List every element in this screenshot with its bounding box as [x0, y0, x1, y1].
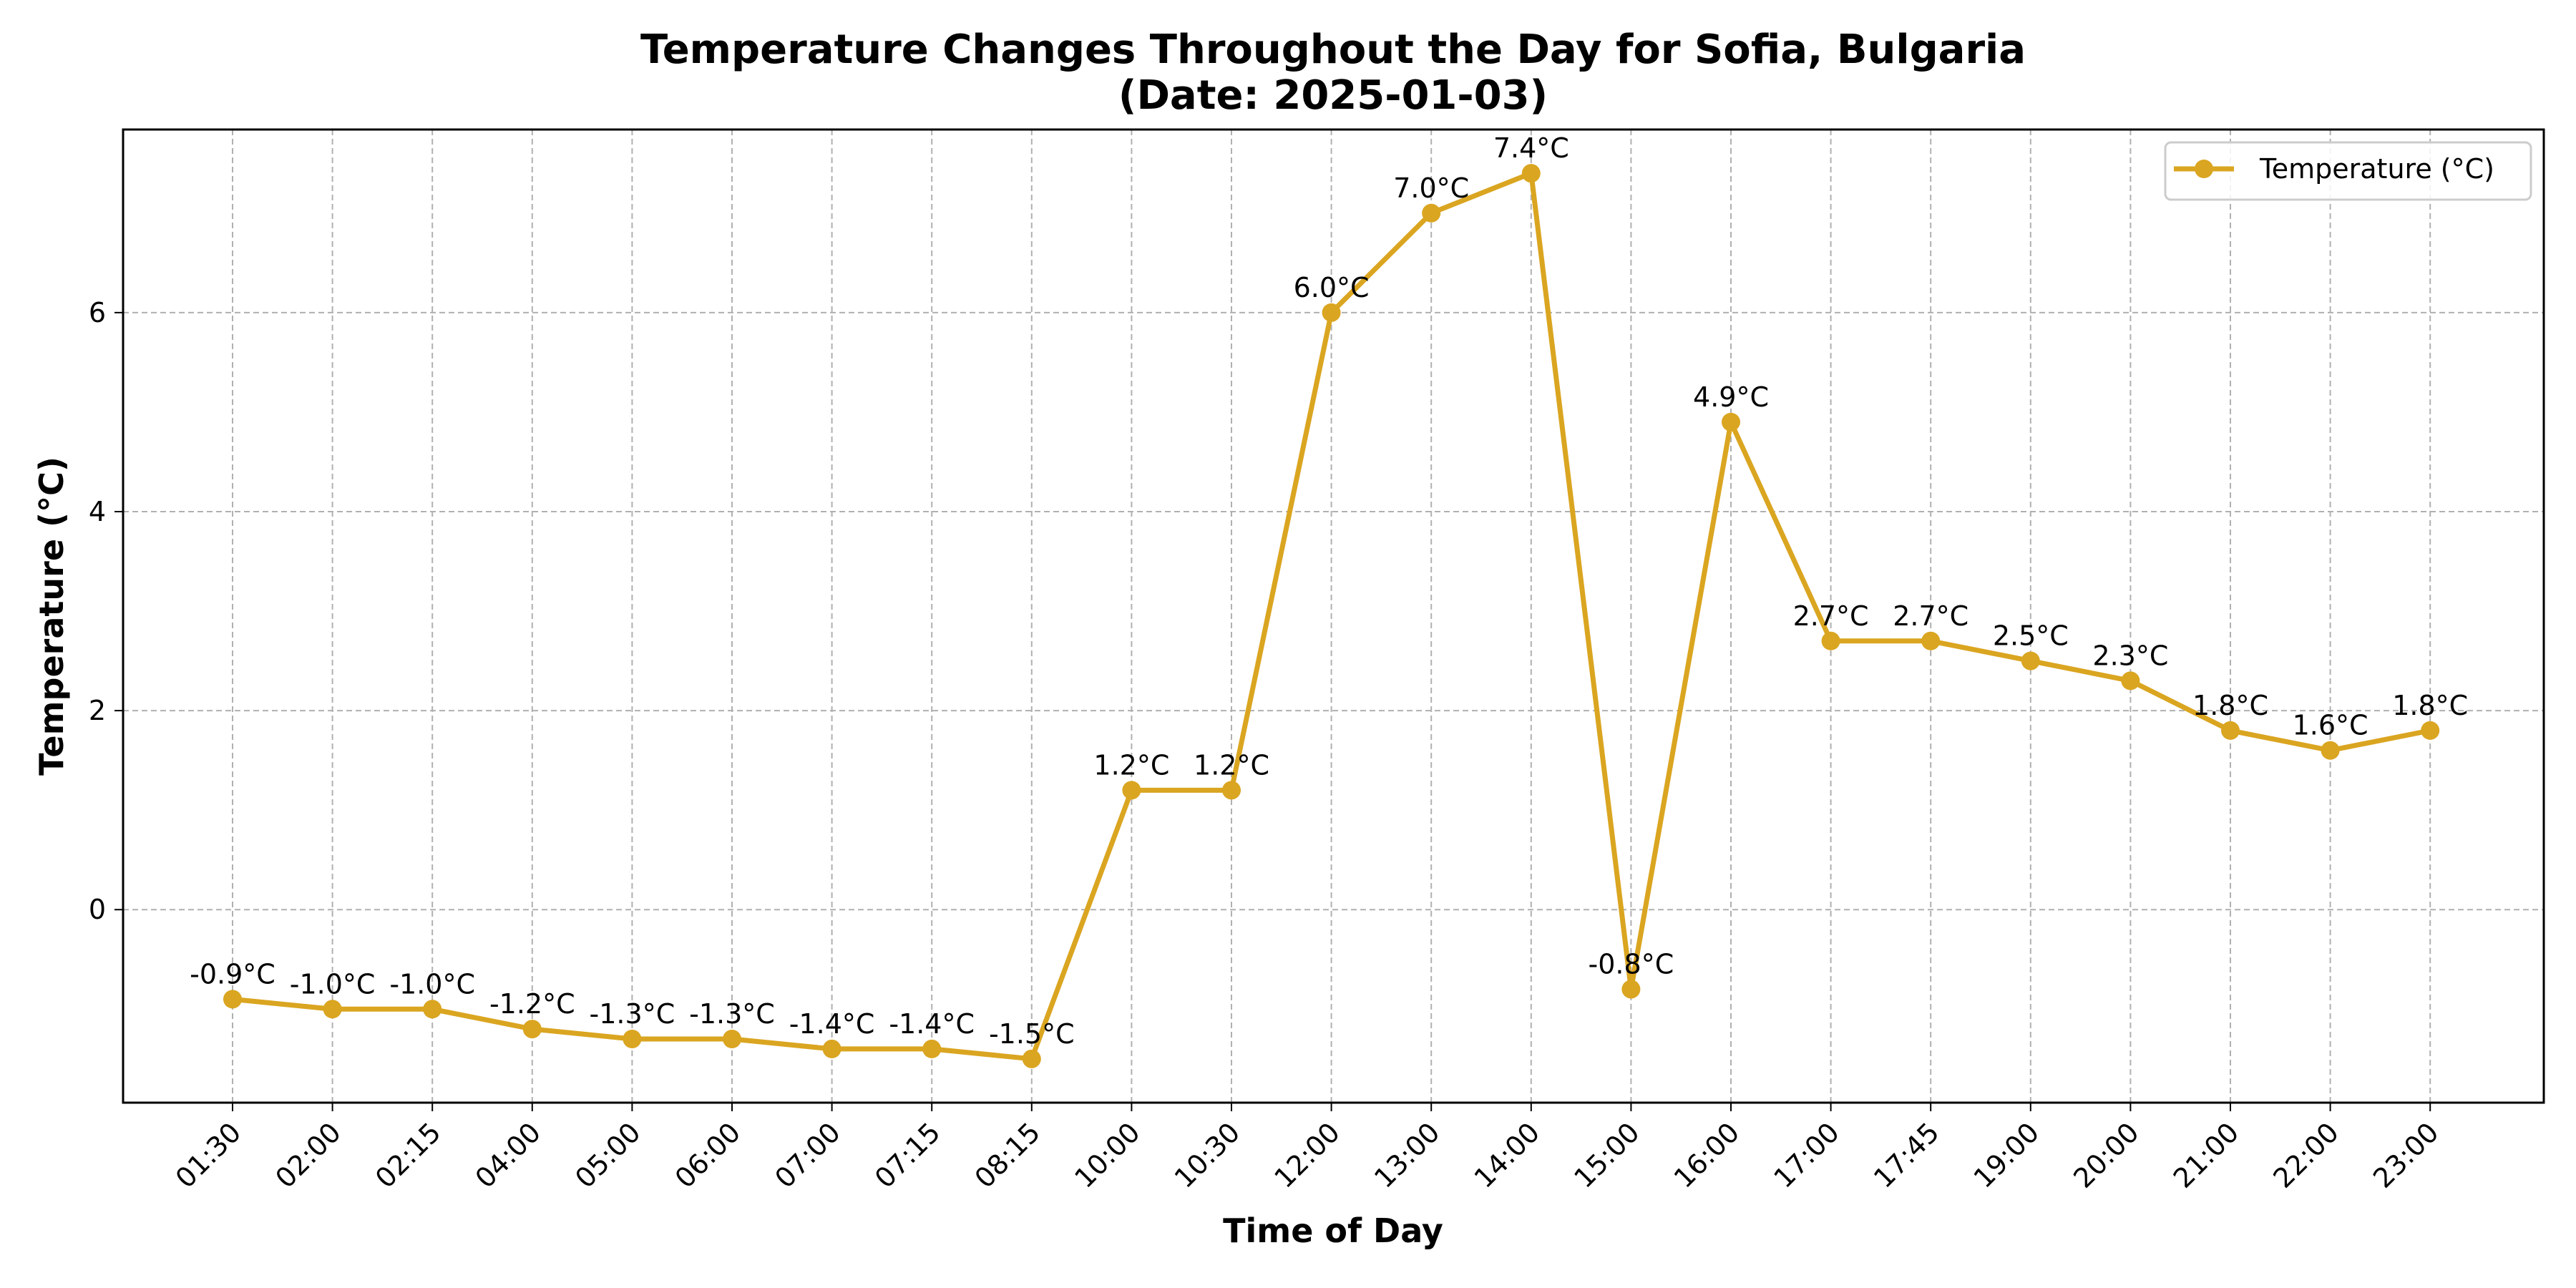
- legend-box: [2164, 141, 2532, 201]
- chart-subtitle: (Date: 2025-01-03): [1118, 72, 1548, 119]
- data-point: [2021, 651, 2040, 670]
- data-point: [423, 1000, 442, 1019]
- data-point: [323, 1000, 342, 1019]
- data-point: [1022, 1049, 1041, 1068]
- data-label: -1.5°C: [989, 1018, 1075, 1050]
- data-label: -1.3°C: [590, 998, 675, 1030]
- data-label: 1.8°C: [2392, 690, 2468, 721]
- data-label: 2.7°C: [1793, 600, 1869, 632]
- chart-title: Temperature Changes Throughout the Day f…: [640, 26, 2026, 73]
- data-label: 1.6°C: [2293, 710, 2368, 741]
- data-label: 6.0°C: [1294, 272, 1370, 303]
- data-point: [723, 1030, 741, 1049]
- data-label: -0.8°C: [1589, 948, 1674, 980]
- data-point: [1521, 164, 1541, 183]
- data-label: 1.2°C: [1194, 749, 1269, 781]
- data-label: -0.9°C: [190, 958, 275, 990]
- legend: Temperature (°C): [2164, 141, 2532, 201]
- y-tick-label: 0: [89, 894, 106, 925]
- data-point: [922, 1039, 942, 1058]
- data-label: 2.5°C: [1993, 620, 2069, 652]
- data-point: [2221, 721, 2240, 740]
- data-label: 7.0°C: [1393, 172, 1469, 204]
- data-label: -1.0°C: [290, 968, 376, 1000]
- legend-label: Temperature (°C): [2259, 153, 2494, 185]
- data-label: 7.4°C: [1493, 132, 1569, 164]
- data-point: [223, 990, 242, 1009]
- data-point: [1821, 631, 1840, 650]
- y-tick-label: 4: [89, 496, 106, 527]
- data-label: -1.2°C: [489, 988, 575, 1020]
- data-point: [1122, 781, 1141, 800]
- data-point: [2421, 721, 2440, 740]
- data-point: [1322, 303, 1341, 322]
- data-label: 2.7°C: [1893, 600, 1968, 632]
- data-point: [2321, 741, 2340, 760]
- data-point: [822, 1039, 841, 1058]
- data-point: [1422, 203, 1441, 223]
- data-point: [1921, 631, 1941, 650]
- data-point: [1722, 412, 1740, 431]
- y-tick-label: 6: [89, 297, 106, 328]
- data-point: [1621, 980, 1641, 999]
- plot-area-frame: [122, 128, 2545, 1104]
- y-axis-label: Temperature (°C): [32, 457, 71, 776]
- x-axis-label: Time of Day: [1223, 1211, 1443, 1250]
- data-point: [522, 1020, 542, 1039]
- data-label: -1.4°C: [889, 1008, 975, 1040]
- data-label: 1.2°C: [1093, 749, 1169, 781]
- legend-marker-swatch: [2195, 160, 2213, 178]
- y-tick-label: 2: [89, 695, 106, 726]
- data-point: [2121, 671, 2140, 691]
- data-label: 2.3°C: [2092, 640, 2168, 671]
- data-point: [1222, 781, 1241, 800]
- data-label: 1.8°C: [2192, 690, 2268, 721]
- grid-lines: [123, 130, 2544, 1103]
- series-temperature: [223, 164, 2440, 1068]
- data-label: -1.4°C: [789, 1008, 875, 1040]
- data-point: [623, 1030, 642, 1049]
- data-label: -1.0°C: [389, 968, 475, 1000]
- data-labels: -0.9°C -1.0°C -1.0°C -1.2°C -1.3°C -1.3°C -1.4…: [190, 132, 2468, 1050]
- data-label: -1.3°C: [689, 998, 775, 1030]
- data-label: 4.9°C: [1693, 381, 1769, 413]
